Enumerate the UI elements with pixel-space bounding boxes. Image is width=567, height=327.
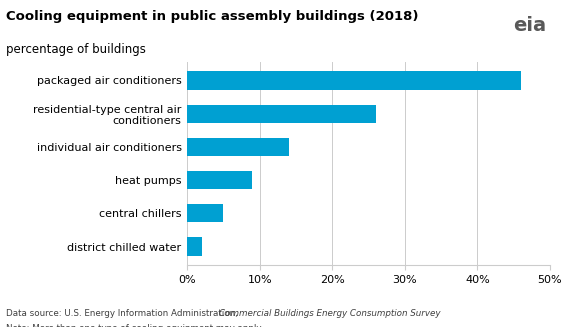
Text: Data source: U.S. Energy Information Administration,: Data source: U.S. Energy Information Adm… [6, 309, 240, 318]
Bar [187, 171, 252, 189]
Bar [187, 138, 289, 156]
Bar [187, 105, 376, 123]
Text: Commercial Buildings Energy Consumption Survey: Commercial Buildings Energy Consumption … [219, 309, 441, 318]
Text: eia: eia [514, 16, 547, 35]
Text: Note: More than one type of cooling equipment may apply.: Note: More than one type of cooling equi… [6, 324, 263, 327]
Text: Cooling equipment in public assembly buildings (2018): Cooling equipment in public assembly bui… [6, 10, 418, 23]
Bar [187, 204, 223, 222]
Bar [187, 71, 521, 90]
Text: percentage of buildings: percentage of buildings [6, 43, 146, 56]
Bar [187, 237, 202, 256]
